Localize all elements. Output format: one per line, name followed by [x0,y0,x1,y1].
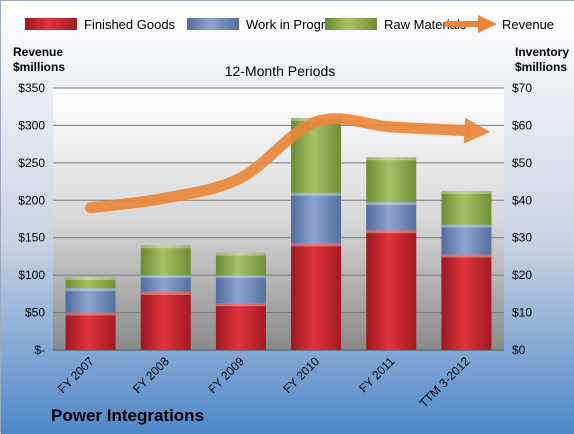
bar-work-in-progress [441,224,492,255]
left-tick-label: $250 [18,156,45,170]
bar-finished-goods-highlight [441,254,492,258]
right-tick-label: $50 [512,156,532,170]
left-axis-title-line1: Revenue [13,45,63,59]
bar-work-in-progress [366,202,417,231]
bars [65,117,492,350]
bar-raw-materials-highlight [441,190,492,194]
revenue-line-layer [85,113,491,214]
bar-raw-materials-highlight [366,157,417,161]
legend-label-finished-goods: Finished Goods [84,17,176,32]
bar-work-in-progress-highlight [65,288,116,292]
bar-finished-goods [65,312,116,350]
left-axis-title-line2: $millions [13,60,65,74]
right-axis-title-line2: $millions [515,60,567,74]
legend-label-revenue: Revenue [502,17,554,32]
right-tick-label: $0 [512,343,526,357]
bar-raw-materials [441,190,492,225]
right-tick-label: $10 [512,306,532,320]
legend-label-raw-materials: Raw Materials [384,17,467,32]
legend-swatch-revenue [444,15,497,33]
left-tick-label: $150 [18,231,45,245]
bar-finished-goods [215,303,266,350]
bar-finished-goods-highlight [291,243,342,247]
bar-raw-materials [366,157,417,203]
chart-subtitle: 12-Month Periods [225,63,336,79]
right-tick-label: $30 [512,231,532,245]
revenue-arrowhead [463,117,491,144]
revenue-line [85,113,472,214]
bar-finished-goods [291,243,342,350]
bar-raw-materials-highlight [215,252,266,256]
left-tick-label: $50 [25,306,45,320]
right-axis-title-line1: Inventory [515,45,569,59]
left-tick-label: $- [34,343,45,357]
bar-raw-materials [65,277,116,289]
bar-finished-goods-highlight [215,303,266,307]
legend-swatch-finished-goods [25,18,77,30]
bar-work-in-progress [65,288,116,313]
bar-work-in-progress [215,275,266,304]
bar-finished-goods [441,254,492,350]
bar-raw-materials-highlight [140,245,191,249]
legend-label-work-in-progress: Work in Progress [246,17,346,32]
legend: Finished Goods Work in Progress Raw Mate… [25,15,554,33]
bar-finished-goods [366,230,417,350]
bar-raw-materials-highlight [65,277,116,281]
bar-raw-materials [215,252,266,276]
bar-finished-goods-highlight [140,291,191,295]
bar-work-in-progress-highlight [140,275,191,279]
bar-work-in-progress-highlight [215,275,266,279]
right-tick-label: $20 [512,268,532,282]
bar-work-in-progress-highlight [291,192,342,196]
right-tick-label: $60 [512,118,532,132]
company-name: Power Integrations [51,406,204,425]
bar-work-in-progress-highlight [441,224,492,228]
bar-work-in-progress [291,192,342,244]
left-tick-label: $350 [18,81,45,95]
bar-raw-materials [140,245,191,276]
bar-finished-goods [140,291,191,350]
right-tick-label: $40 [512,193,532,207]
right-tick-label: $70 [512,81,532,95]
legend-swatch-raw-materials [325,18,377,30]
left-tick-label: $300 [18,118,45,132]
legend-swatch-work-in-progress [187,18,239,30]
bar-finished-goods-highlight [366,230,417,234]
left-tick-label: $200 [18,193,45,207]
bar-work-in-progress-highlight [366,202,417,206]
bar-work-in-progress [140,275,191,292]
bar-finished-goods-highlight [65,312,116,316]
left-tick-label: $100 [18,268,45,282]
